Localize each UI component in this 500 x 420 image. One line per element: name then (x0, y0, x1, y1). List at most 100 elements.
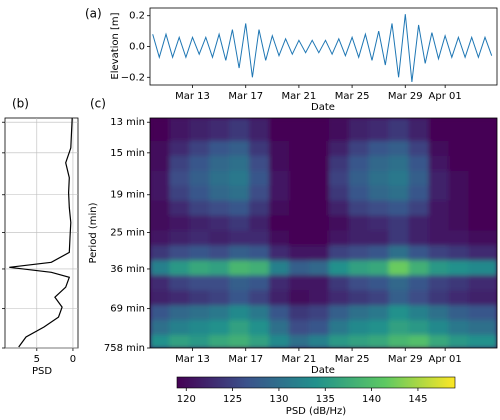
heatmap-cell (169, 229, 190, 246)
panel-label: (c) (90, 97, 106, 111)
y-tick-label: −0.2 (121, 72, 145, 83)
heatmap-cell (229, 200, 250, 216)
heatmap-cell (169, 185, 190, 201)
heatmap-cell (388, 170, 410, 186)
heatmap-cell (468, 118, 497, 141)
heatmap-cell (328, 185, 350, 201)
heatmap-cell (308, 244, 330, 261)
heatmap-cell (328, 155, 350, 171)
heatmap-cell (189, 244, 210, 261)
x-tick-label: Mar 17 (228, 354, 263, 365)
heatmap-cell (368, 289, 390, 306)
heatmap-cell (368, 170, 390, 186)
heatmap-cell (328, 118, 350, 141)
heatmap-cell (348, 244, 370, 261)
heatmap-cell (288, 185, 310, 201)
heatmap-cell (209, 274, 230, 291)
heatmap-cell (428, 244, 449, 261)
heatmap-cell (209, 304, 230, 321)
series-line (152, 14, 493, 82)
heatmap-cell (388, 118, 410, 141)
heatmap-cell (408, 215, 430, 231)
heatmap-cell (448, 155, 469, 171)
heatmap-cell (288, 229, 310, 246)
x-tick-label: Mar 17 (228, 91, 263, 102)
colorbar (176, 376, 456, 389)
heatmap-cell (428, 118, 449, 141)
heatmap-cell (328, 319, 350, 336)
heatmap-cell (249, 319, 270, 336)
heatmap-cell (368, 140, 390, 156)
heatmap-cell (189, 185, 210, 201)
heatmap-cell (468, 274, 497, 291)
heatmap-cell (189, 304, 210, 321)
heatmap-cell (308, 229, 330, 246)
heatmap-cell (288, 118, 310, 141)
heatmap-cell (268, 200, 290, 216)
heatmap-cell (229, 274, 250, 291)
heatmap-cell (428, 185, 449, 201)
heatmap-cell (249, 170, 270, 186)
heatmap-cell (288, 289, 310, 306)
heatmap-cell (448, 185, 469, 201)
heatmap-cell (209, 118, 230, 141)
heatmap-cell (348, 170, 370, 186)
heatmap-cell (408, 244, 430, 261)
heatmap-cell (328, 304, 350, 321)
heatmap-cell (448, 259, 469, 276)
heatmap-cell (288, 244, 310, 261)
heatmap-cell (448, 289, 469, 306)
y-axis-label: Elevation [m] (110, 12, 121, 79)
heatmap-cell (468, 229, 497, 246)
heatmap-cell (249, 304, 270, 321)
heatmap-cell (308, 304, 330, 321)
heatmap-cell (348, 259, 370, 276)
heatmap-cell (209, 140, 230, 156)
heatmap-cell (249, 259, 270, 276)
heatmap-cell (150, 334, 170, 348)
heatmap-cell (468, 200, 497, 216)
heatmap-cell (268, 334, 290, 348)
heatmap-cell (468, 289, 497, 306)
heatmap-cell (308, 259, 330, 276)
heatmap-cell (388, 319, 410, 336)
heatmap-cell (428, 259, 449, 276)
heatmap-cell (428, 155, 449, 171)
heatmap-cell (408, 155, 430, 171)
heatmap-cell (348, 140, 370, 156)
heatmap-cell (169, 244, 190, 261)
x-tick-label: 0 (70, 354, 76, 365)
heatmap-cell (388, 185, 410, 201)
heatmap-cell (249, 155, 270, 171)
heatmap-cell (268, 289, 290, 306)
heatmap-cell (268, 229, 290, 246)
heatmap-cell (249, 244, 270, 261)
heatmap-cell (229, 140, 250, 156)
heatmap-cell (268, 185, 290, 201)
heatmap-cell (408, 259, 430, 276)
heatmap-cell (169, 170, 190, 186)
heatmap-cell (150, 185, 170, 201)
heatmap-cell (388, 274, 410, 291)
colorbar-label: PSD (dB/Hz) (286, 406, 347, 417)
heatmap-cell (229, 155, 250, 171)
heatmap-cell (209, 259, 230, 276)
heatmap-cell (150, 259, 170, 276)
heatmap-cell (150, 170, 170, 186)
x-tick-label: Mar 13 (175, 354, 210, 365)
heatmap-cell (249, 274, 270, 291)
heatmap-cell (268, 170, 290, 186)
heatmap-cell (408, 185, 430, 201)
heatmap-cell (229, 215, 250, 231)
heatmap-cell (448, 319, 469, 336)
heatmap-cell (348, 185, 370, 201)
heatmap-cell (328, 200, 350, 216)
heatmap-cell (189, 334, 210, 348)
heatmap-cell (169, 274, 190, 291)
x-axis-label: PSD (32, 366, 52, 377)
heatmap-cell (189, 200, 210, 216)
y-tick-label: 758 min (104, 343, 145, 354)
heatmap-cell (428, 289, 449, 306)
heatmap-cell (308, 185, 330, 201)
heatmap-cell (428, 334, 449, 348)
